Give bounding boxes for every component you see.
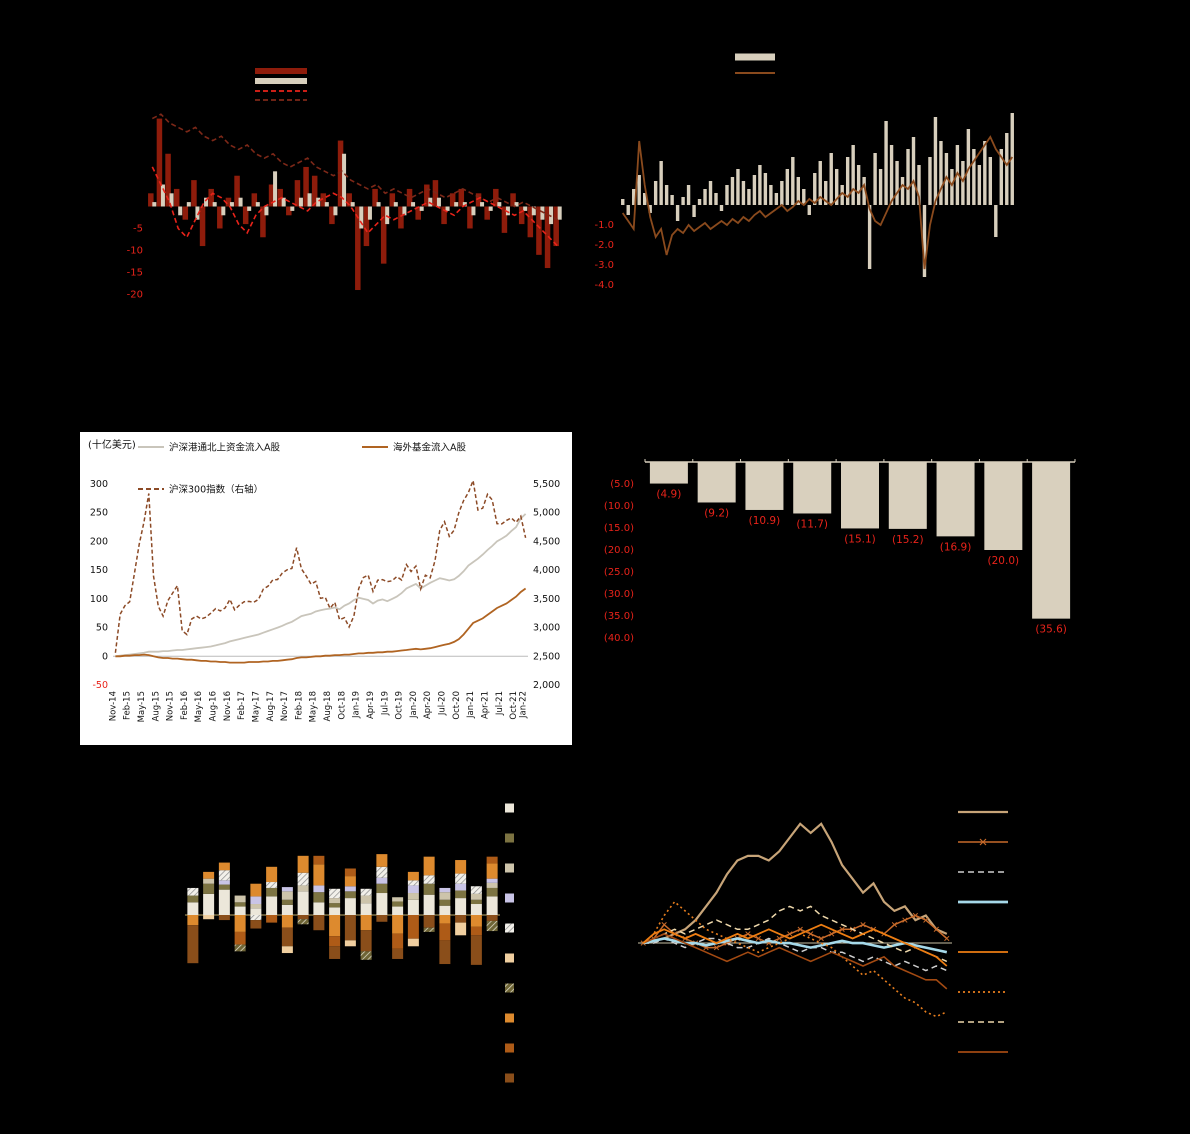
chart-monthly-flows: -5 -10 -15 -20 bbox=[110, 40, 580, 320]
svg-text:5,000: 5,000 bbox=[533, 508, 560, 519]
svg-text:(15.1): (15.1) bbox=[844, 533, 876, 545]
svg-text:100: 100 bbox=[90, 594, 108, 605]
svg-text:-10: -10 bbox=[127, 245, 143, 256]
svg-text:-2.0: -2.0 bbox=[594, 240, 614, 251]
svg-text:Jan-19: Jan-19 bbox=[352, 691, 362, 719]
svg-text:Feb-16: Feb-16 bbox=[180, 691, 190, 720]
svg-text:(9.2): (9.2) bbox=[704, 507, 729, 519]
svg-text:(20.0): (20.0) bbox=[604, 545, 634, 556]
svg-text:(30.0): (30.0) bbox=[604, 589, 634, 600]
svg-text:-15: -15 bbox=[127, 267, 143, 278]
svg-text:Jan-20: Jan-20 bbox=[409, 691, 419, 719]
svg-text:4,500: 4,500 bbox=[533, 536, 560, 547]
svg-text:250: 250 bbox=[90, 508, 108, 519]
svg-text:Jan-22: Jan-22 bbox=[519, 691, 529, 719]
svg-text:(16.9): (16.9) bbox=[940, 541, 972, 553]
svg-text:-3.0: -3.0 bbox=[594, 260, 614, 271]
svg-text:(5.0): (5.0) bbox=[610, 479, 634, 490]
chart-stacked-sector-flows bbox=[150, 798, 530, 1098]
svg-text:Nov-16: Nov-16 bbox=[223, 691, 233, 721]
svg-text:Apr-21: Apr-21 bbox=[480, 691, 490, 719]
svg-text:2,000: 2,000 bbox=[533, 680, 560, 691]
svg-text:-5: -5 bbox=[133, 223, 143, 234]
svg-text:May-18: May-18 bbox=[309, 691, 319, 722]
svg-text:Feb-17: Feb-17 bbox=[237, 691, 247, 720]
svg-text:沪深300指数（右轴）: 沪深300指数（右轴） bbox=[169, 484, 263, 496]
svg-text:4,000: 4,000 bbox=[533, 565, 560, 576]
svg-text:(35.0): (35.0) bbox=[604, 611, 634, 622]
svg-text:May-17: May-17 bbox=[251, 691, 261, 722]
svg-text:Jul-21: Jul-21 bbox=[495, 691, 505, 716]
svg-text:-1.0: -1.0 bbox=[594, 220, 614, 231]
svg-text:150: 150 bbox=[90, 565, 108, 576]
svg-text:(20.0): (20.0) bbox=[988, 555, 1020, 567]
chart-weekly-flows: -1.0 -2.0 -3.0 -4.0 bbox=[583, 30, 1033, 310]
svg-text:May-15: May-15 bbox=[137, 691, 147, 722]
svg-text:(10.9): (10.9) bbox=[749, 515, 781, 527]
svg-text:-20: -20 bbox=[127, 289, 143, 300]
svg-text:Oct-18: Oct-18 bbox=[337, 691, 347, 720]
svg-text:(十亿美元): (十亿美元) bbox=[88, 438, 136, 451]
svg-text:Oct-20: Oct-20 bbox=[452, 691, 462, 720]
svg-text:Feb-18: Feb-18 bbox=[294, 691, 304, 720]
svg-text:3,500: 3,500 bbox=[533, 594, 560, 605]
svg-text:200: 200 bbox=[90, 536, 108, 547]
svg-text:Jan-21: Jan-21 bbox=[466, 691, 476, 719]
chart-relative-performance bbox=[625, 795, 1065, 1080]
svg-text:Oct-21: Oct-21 bbox=[509, 691, 519, 720]
svg-text:May-16: May-16 bbox=[194, 691, 204, 722]
svg-text:Aug-15: Aug-15 bbox=[151, 691, 161, 721]
svg-text:(4.9): (4.9) bbox=[656, 489, 681, 501]
svg-text:(11.7): (11.7) bbox=[796, 518, 828, 530]
svg-text:Apr-19: Apr-19 bbox=[366, 691, 376, 719]
svg-text:Apr-20: Apr-20 bbox=[423, 691, 433, 719]
svg-text:(10.0): (10.0) bbox=[604, 501, 634, 512]
svg-text:-4.0: -4.0 bbox=[594, 280, 614, 291]
svg-text:50: 50 bbox=[96, 623, 108, 634]
svg-text:0: 0 bbox=[102, 651, 108, 662]
svg-text:300: 300 bbox=[90, 479, 108, 490]
svg-text:Jul-19: Jul-19 bbox=[380, 691, 390, 716]
svg-text:海外基金流入A股: 海外基金流入A股 bbox=[393, 442, 466, 454]
svg-text:Feb-15: Feb-15 bbox=[123, 691, 133, 720]
svg-text:5,500: 5,500 bbox=[533, 479, 560, 490]
chart-drawdown-bars: (5.0) (10.0) (15.0) (20.0) (25.0) (30.0) (35.0… bbox=[590, 440, 1090, 675]
svg-text:-50: -50 bbox=[92, 680, 108, 691]
svg-text:Oct-19: Oct-19 bbox=[395, 691, 405, 720]
chart-northbound-overseas-funds: 300 250 200 150 100 50 0 -50 5,500 5,000 4,500 4,00… bbox=[80, 432, 572, 745]
svg-text:Jul-20: Jul-20 bbox=[438, 691, 448, 716]
svg-text:Aug-18: Aug-18 bbox=[323, 691, 333, 721]
svg-text:Nov-15: Nov-15 bbox=[166, 691, 176, 721]
svg-text:(15.0): (15.0) bbox=[604, 523, 634, 534]
svg-text:(25.0): (25.0) bbox=[604, 567, 634, 578]
svg-text:Nov-14: Nov-14 bbox=[108, 691, 118, 721]
svg-text:Nov-17: Nov-17 bbox=[280, 691, 290, 721]
svg-text:(15.2): (15.2) bbox=[892, 534, 924, 546]
svg-text:Aug-17: Aug-17 bbox=[266, 691, 276, 721]
svg-text:2,500: 2,500 bbox=[533, 651, 560, 662]
svg-text:3,000: 3,000 bbox=[533, 623, 560, 634]
svg-text:沪深港通北上资金流入A股: 沪深港通北上资金流入A股 bbox=[169, 442, 280, 454]
svg-text:Aug-16: Aug-16 bbox=[209, 691, 219, 721]
svg-text:(35.6): (35.6) bbox=[1035, 624, 1067, 636]
svg-text:(40.0): (40.0) bbox=[604, 633, 634, 644]
